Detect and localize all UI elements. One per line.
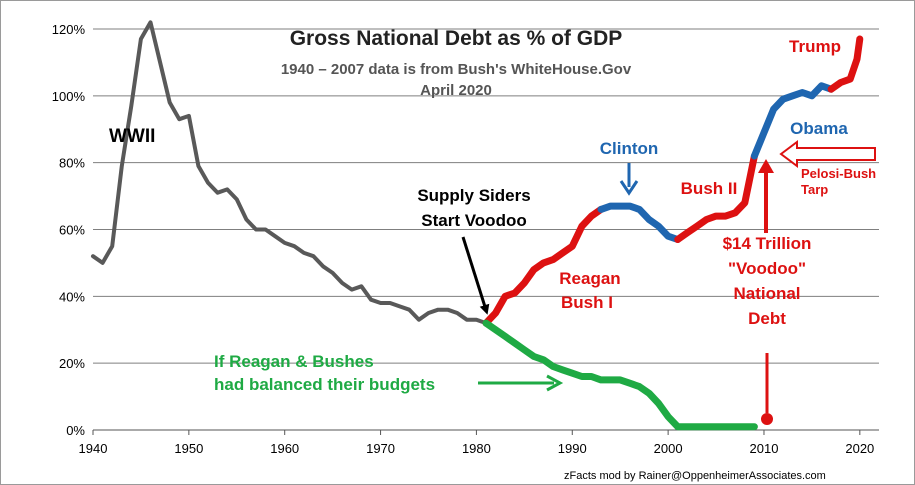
tarp-arrow bbox=[779, 140, 876, 168]
series-clinton bbox=[597, 202, 682, 243]
tarp-label-line2: Tarp bbox=[801, 182, 828, 197]
series-lines bbox=[91, 20, 864, 431]
series-balanced-budget bbox=[482, 319, 758, 431]
axes: 0% 20% 40% 60% 80% 100% 120% 1940 1950 1960 1970 19… bbox=[52, 22, 879, 456]
y-tick-label: 60% bbox=[59, 223, 85, 238]
supply-siders-label-line1: Supply Siders bbox=[417, 186, 530, 205]
y-tick-label: 40% bbox=[59, 289, 85, 304]
y-tick-label: 20% bbox=[59, 356, 85, 371]
trump-label: Trump bbox=[789, 37, 841, 56]
series-pre-1981 bbox=[91, 20, 488, 326]
tarp-label-line1: Pelosi-Bush bbox=[801, 166, 876, 181]
debt-drop-dot bbox=[761, 413, 773, 425]
y-tick-label: 120% bbox=[52, 22, 86, 37]
x-tick-label: 2020 bbox=[845, 441, 874, 456]
x-tick-label: 1940 bbox=[79, 441, 108, 456]
supply-siders-arrow bbox=[461, 236, 490, 315]
x-tick-label: 1950 bbox=[174, 441, 203, 456]
x-tick-label: 1990 bbox=[558, 441, 587, 456]
balanced-arrow-head bbox=[546, 374, 564, 392]
obama-label: Obama bbox=[790, 119, 848, 138]
supply-siders-label-line2: Start Voodoo bbox=[421, 211, 526, 230]
grid-lines bbox=[93, 28, 879, 364]
balanced-label-line1: If Reagan & Bushes bbox=[214, 352, 374, 371]
clinton-label: Clinton bbox=[600, 139, 659, 158]
chart-subtitle: 1940 – 2007 data is from Bush's WhiteHou… bbox=[281, 61, 632, 78]
x-tick-label: 2010 bbox=[750, 441, 779, 456]
debt-label-line3: National bbox=[733, 284, 800, 303]
clinton-arrow-head bbox=[619, 180, 639, 196]
debt-arrow-up-head bbox=[758, 159, 774, 173]
x-tick-label: 1970 bbox=[366, 441, 395, 456]
chart-date-note: April 2020 bbox=[420, 82, 492, 99]
series-trump bbox=[827, 35, 864, 93]
bush2-label: Bush II bbox=[681, 179, 738, 198]
reagan-label-line1: Reagan bbox=[559, 269, 620, 288]
wwii-label: WWII bbox=[109, 126, 155, 147]
debt-label-line2: "Voodoo" bbox=[728, 259, 806, 278]
y-tick-label: 0% bbox=[66, 423, 85, 438]
series-bush2 bbox=[674, 152, 758, 243]
balanced-label-line2: had balanced their budgets bbox=[214, 375, 435, 394]
series-obama bbox=[750, 82, 835, 160]
debt-label-line1: $14 Trillion bbox=[723, 234, 812, 253]
reagan-label-line2: Bush I bbox=[561, 293, 613, 312]
chart-title: Gross National Debt as % of GDP bbox=[290, 27, 623, 50]
y-tick-label: 100% bbox=[52, 89, 86, 104]
x-tick-label: 1980 bbox=[462, 441, 491, 456]
x-tick-label: 1960 bbox=[270, 441, 299, 456]
credit-text: zFacts mod by Rainer@OppenheimerAssociat… bbox=[564, 470, 826, 482]
series-reagan-bush1 bbox=[482, 205, 605, 327]
debt-label-line4: Debt bbox=[748, 309, 786, 328]
y-tick-label: 80% bbox=[59, 156, 85, 171]
x-tick-label: 2000 bbox=[654, 441, 683, 456]
